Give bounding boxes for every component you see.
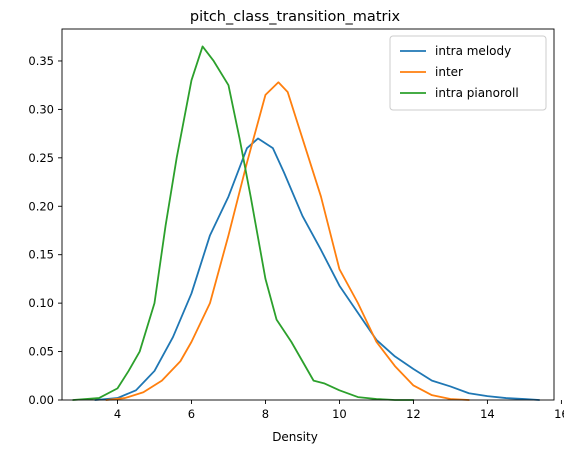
x-axis-label: Density (272, 430, 318, 444)
plot-area (72, 45, 541, 401)
y-tick-label: 0.20 (28, 199, 54, 213)
series-line-intra-pianoroll (72, 45, 415, 401)
legend-label: intra melody (435, 44, 511, 58)
x-tick-label: 6 (188, 407, 195, 421)
legend-box (389, 35, 547, 111)
chart-title: pitch_class_transition_matrix (190, 9, 401, 25)
x-tick-label: 4 (114, 407, 121, 421)
series-line-intra-melody (94, 137, 541, 401)
x-tick-label: 16 (554, 407, 564, 421)
x-tick-label: 12 (406, 407, 421, 421)
y-tick-label: 0.35 (28, 54, 54, 68)
x-tick-label: 14 (480, 407, 495, 421)
axes: 4 6 8 10 12 14 16 0.00 0.05 0.10 0.15 0.20 0.25 0.30 0… (28, 28, 564, 421)
x-tick-label: 8 (262, 407, 269, 421)
y-tick-label: 0.00 (28, 393, 54, 407)
x-tick-label: 10 (332, 407, 347, 421)
y-tick-label: 0.15 (28, 248, 54, 262)
series-line-inter (105, 81, 470, 401)
y-tick-label: 0.30 (28, 102, 54, 116)
y-tick-label: 0.25 (28, 151, 54, 165)
legend: intra melody inter intra pianoroll (389, 35, 547, 111)
plot-frame (61, 28, 555, 401)
legend-label: inter (435, 65, 463, 79)
y-tick-label: 0.10 (28, 296, 54, 310)
legend-label: intra pianoroll (435, 86, 519, 100)
y-tick-label: 0.05 (28, 345, 54, 359)
